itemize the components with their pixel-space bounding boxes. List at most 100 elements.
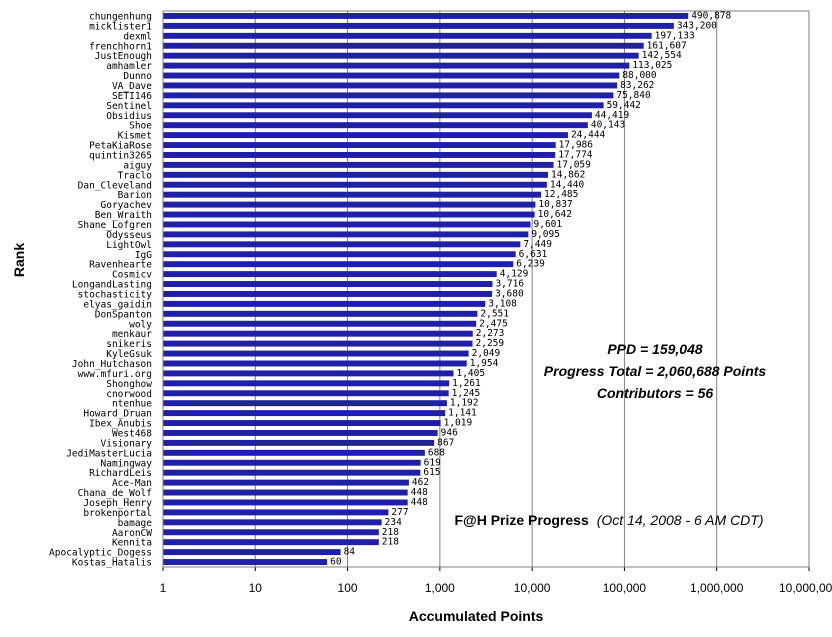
ppd-annotation: PPD = 159,048 — [607, 341, 703, 357]
data-label: 84 — [344, 547, 356, 558]
bar — [163, 92, 614, 99]
bar — [163, 251, 516, 258]
y-axis-title: Rank — [11, 243, 27, 277]
data-label: 44,419 — [595, 110, 630, 121]
category-label: bamage — [118, 518, 153, 529]
category-label: VA_Dave — [112, 81, 152, 92]
data-label: 83,262 — [620, 80, 654, 91]
data-label: 448 — [411, 497, 428, 508]
bar — [163, 300, 486, 307]
category-label: Barion — [118, 190, 152, 201]
data-label: 197,133 — [655, 30, 695, 41]
category-label: Dunno — [123, 71, 152, 82]
data-label: 1,141 — [448, 408, 477, 419]
bar — [163, 271, 497, 278]
bar — [163, 52, 639, 59]
category-label: LongandLasting — [72, 280, 152, 291]
data-label: 88,000 — [622, 70, 657, 81]
data-label: 113,025 — [632, 60, 672, 71]
bar — [163, 559, 328, 566]
bar — [163, 231, 529, 238]
category-label: Ravenhearte — [89, 260, 152, 271]
data-label: 2,551 — [480, 308, 509, 319]
category-label: menkaur — [112, 329, 152, 340]
bar — [163, 539, 379, 546]
category-label: IgG — [135, 250, 152, 261]
data-label: 59,442 — [607, 100, 641, 111]
category-label: JustEnough — [95, 51, 152, 62]
data-label: 7,449 — [523, 239, 552, 250]
bar — [163, 112, 592, 119]
bar — [163, 459, 421, 466]
bar — [163, 211, 535, 218]
bar — [163, 281, 493, 288]
category-label: Shoe — [129, 121, 152, 132]
bar — [163, 479, 409, 486]
bar — [163, 290, 493, 297]
category-label: quintin3265 — [89, 150, 152, 161]
category-label: Cosmicv — [112, 270, 152, 281]
category-label: Apocalyptic_Dogess — [49, 548, 152, 559]
bar — [163, 529, 379, 536]
data-label: 615 — [423, 467, 440, 478]
category-label: Sentinel — [106, 101, 152, 112]
data-label: 867 — [437, 437, 454, 448]
data-label: 448 — [411, 487, 428, 498]
data-label: 14,862 — [551, 169, 585, 180]
data-label: 619 — [424, 457, 441, 468]
category-label: Ben_Wraith — [95, 210, 152, 221]
category-label: Dan_Cleveland — [78, 180, 152, 191]
data-label: 1,954 — [470, 358, 499, 369]
bar — [163, 191, 542, 198]
bar — [163, 241, 521, 248]
category-label: Shonghow — [106, 379, 152, 390]
category-label: Kennita — [112, 538, 152, 549]
bar — [163, 380, 450, 387]
bar — [163, 201, 536, 208]
bar — [163, 330, 473, 337]
data-label: 40,143 — [591, 120, 625, 131]
category-label: stochasticity — [78, 289, 153, 300]
bar — [163, 261, 514, 268]
bar — [163, 151, 556, 158]
bar — [163, 469, 421, 476]
x-tick-label: 10 — [249, 581, 263, 595]
category-label: Kismet — [118, 131, 152, 142]
x-axis-title: Accumulated Points — [409, 608, 544, 624]
bar — [163, 390, 449, 397]
category-label: cnorwood — [106, 389, 152, 400]
category-label: Shane_Lofgren — [78, 220, 152, 231]
bar — [163, 499, 408, 506]
data-label: 462 — [412, 477, 429, 488]
contributors-annotation: Contributors = 56 — [597, 385, 714, 401]
category-label: Joseph_Henry — [83, 498, 152, 509]
bar — [163, 420, 441, 427]
data-label: 17,774 — [558, 149, 593, 160]
x-tick-label: 1 — [160, 581, 167, 595]
data-label: 75,840 — [616, 90, 651, 101]
x-tick-label: 100,000 — [603, 581, 647, 595]
category-label: snikeris — [106, 339, 152, 350]
bar — [163, 410, 446, 417]
category-label: ntenhue — [112, 399, 152, 410]
category-label: micklister1 — [89, 21, 152, 32]
category-label: amhamler — [106, 61, 152, 72]
data-label: 2,273 — [476, 328, 505, 339]
category-label: RichardLeis — [89, 468, 152, 479]
data-label: 946 — [441, 427, 458, 438]
bar — [163, 429, 438, 436]
category-label: LightOwl — [106, 240, 152, 251]
category-label: KyleGsuk — [106, 349, 152, 360]
x-tick-labels: 1 10 100 1,000 10,000 100,000 1,000,000 10,000,… — [160, 581, 832, 595]
category-label: Goryachev — [101, 200, 153, 211]
data-label: 161,607 — [647, 40, 687, 51]
data-label: 4,129 — [500, 269, 529, 280]
x-tick-label: 1,000,000 — [690, 581, 744, 595]
bar — [163, 221, 531, 228]
data-label: 1,019 — [444, 418, 473, 429]
category-label: JediMasterLucia — [66, 448, 152, 459]
data-label: 142,554 — [642, 50, 682, 61]
data-label: 234 — [385, 517, 402, 528]
data-label: 10,837 — [538, 199, 572, 210]
category-label: Kostas_Hatalis — [72, 558, 152, 569]
